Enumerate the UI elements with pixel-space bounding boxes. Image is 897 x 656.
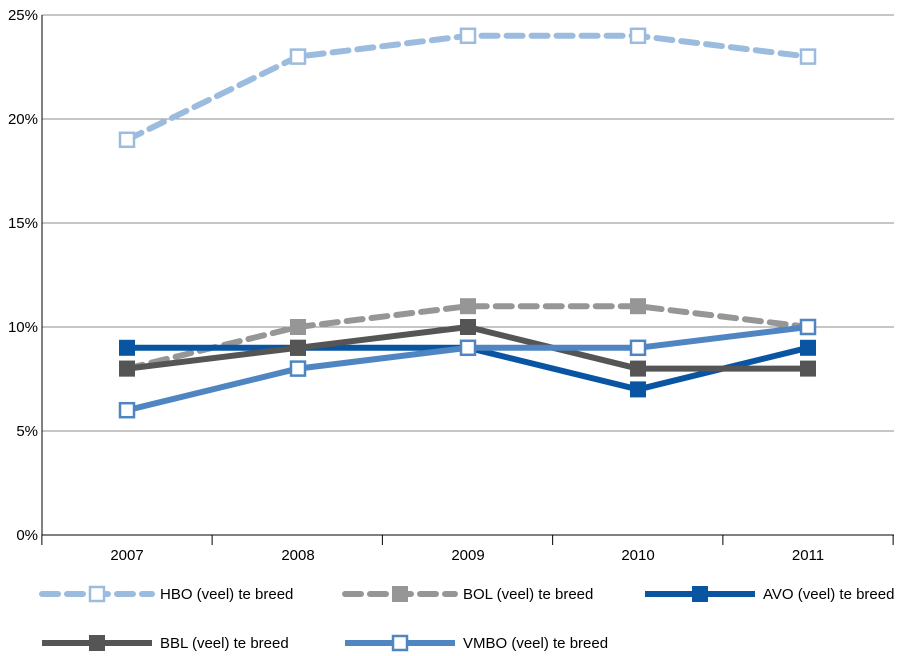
x-tick-label: 2007 — [110, 547, 143, 564]
data-point-marker — [460, 319, 476, 335]
series-4 — [118, 318, 817, 419]
series-0 — [118, 27, 817, 149]
legend-item-4: VMBO (veel) te breed — [345, 634, 608, 652]
legend-swatch-marker — [391, 634, 409, 652]
legend-swatch-marker — [88, 585, 106, 603]
legend-item-0: HBO (veel) te breed — [39, 585, 293, 603]
y-axis-tick-labels: 0% 5% 10% 15% 20% 25% — [8, 7, 38, 544]
legend-item-2: AVO (veel) te breed — [645, 586, 894, 603]
legend-swatch-marker — [692, 586, 708, 602]
legend-label: BOL (veel) te breed — [463, 586, 593, 603]
x-tick-label: 2010 — [621, 547, 654, 564]
data-point-marker — [799, 48, 817, 65]
legend-label: HBO (veel) te breed — [160, 586, 293, 603]
data-point-marker — [630, 360, 646, 377]
data-point-marker — [800, 339, 816, 356]
legend-label: AVO (veel) te breed — [763, 586, 894, 603]
legend-item-3: BBL (veel) te breed — [42, 635, 289, 652]
series-line — [124, 32, 811, 143]
x-axis: 2007 2008 2009 2010 2011 — [41, 15, 894, 564]
y-tick-label: 0% — [16, 527, 38, 544]
data-point-marker — [459, 339, 477, 357]
data-point-marker — [630, 298, 646, 315]
data-point-marker — [799, 318, 817, 336]
legend-swatch-marker — [392, 586, 408, 602]
legend-label: VMBO (veel) te breed — [463, 635, 608, 652]
data-point-marker — [289, 48, 307, 65]
gridlines — [42, 14, 894, 432]
y-tick-label: 15% — [8, 215, 38, 232]
legend-item-1: BOL (veel) te breed — [342, 586, 593, 603]
x-tick-label: 2008 — [281, 547, 314, 564]
data-point-marker — [289, 360, 307, 377]
legend: HBO (veel) te breed BOL (veel) te breed AV… — [39, 585, 894, 652]
data-point-marker — [629, 27, 647, 45]
data-point-marker — [800, 360, 816, 377]
data-point-marker — [290, 319, 306, 335]
x-tick-label: 2009 — [451, 547, 484, 564]
data-point-marker — [459, 27, 477, 45]
series-group — [118, 27, 817, 419]
y-tick-label: 20% — [8, 111, 38, 128]
x-tick-label: 2011 — [792, 547, 824, 564]
data-point-marker — [630, 381, 646, 398]
data-point-marker — [290, 339, 306, 356]
data-point-marker — [629, 339, 647, 357]
y-tick-label: 5% — [16, 423, 38, 440]
data-point-marker — [119, 339, 135, 356]
data-point-marker — [119, 360, 135, 377]
data-point-marker — [118, 401, 136, 419]
legend-label: BBL (veel) te breed — [160, 635, 289, 652]
y-tick-label: 25% — [8, 7, 38, 24]
series-3 — [119, 319, 816, 377]
y-tick-label: 10% — [8, 319, 38, 336]
data-point-marker — [118, 131, 136, 149]
legend-swatch-marker — [89, 635, 105, 651]
data-point-marker — [460, 298, 476, 315]
